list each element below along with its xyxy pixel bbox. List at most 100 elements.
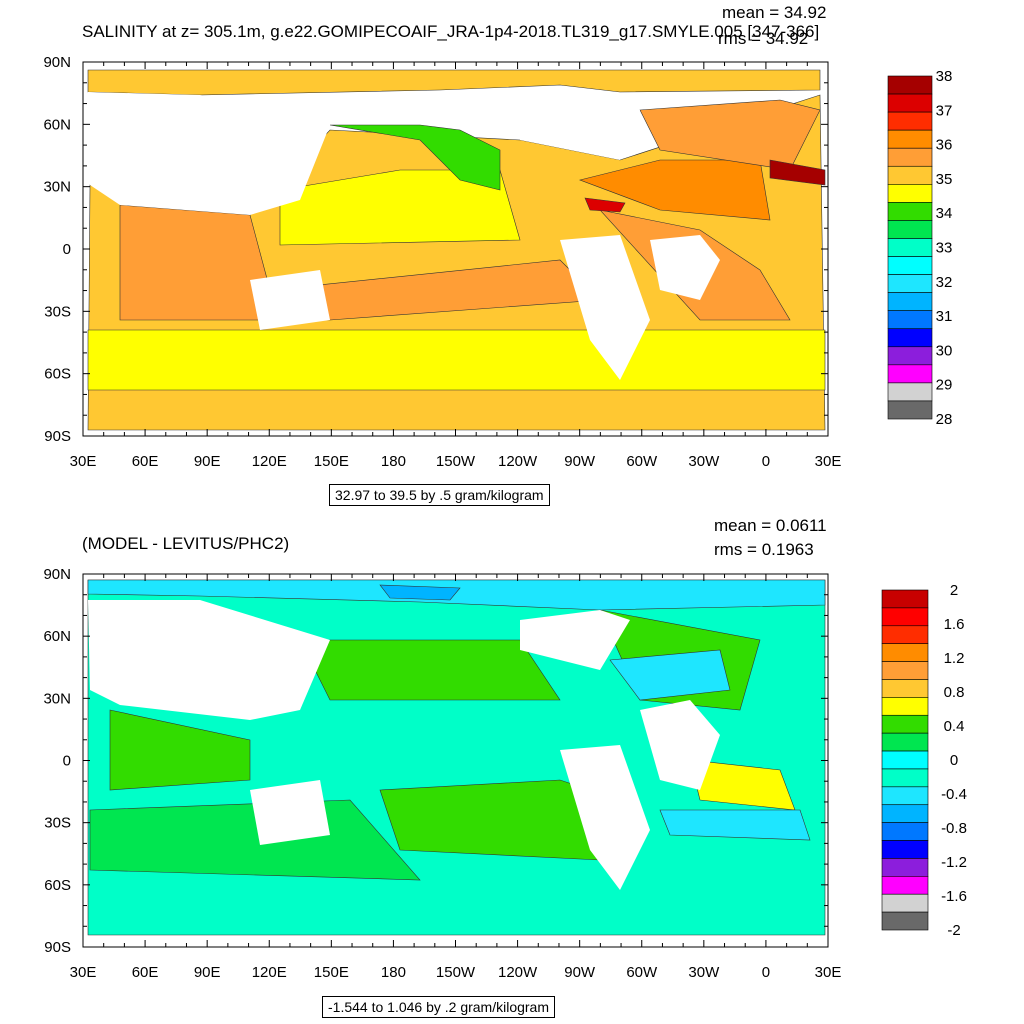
contour-region-9	[639, 99, 821, 171]
x-tick-label: 60W	[626, 453, 658, 470]
panel2-range-label: -1.544 to 1.046 by .2 gram/kilogram	[322, 996, 556, 1018]
colorbar-label: 34	[936, 205, 953, 222]
colorbar-swatch	[881, 822, 929, 841]
colorbar-swatch	[887, 346, 933, 366]
colorbar-label: 37	[936, 102, 953, 119]
colorbar-label: 32	[936, 274, 953, 291]
contour-region-5	[299, 639, 561, 701]
colorbar-label: 0.4	[944, 718, 965, 735]
contour-region-11	[659, 809, 811, 841]
contour-region-9	[609, 649, 731, 701]
colorbar-swatch	[887, 400, 933, 420]
colorbar-swatch	[881, 732, 929, 752]
colorbar-swatch	[881, 858, 929, 877]
colorbar-label: 0.8	[944, 684, 965, 701]
colorbar-label: -0.8	[941, 820, 967, 837]
colorbar-label: 0	[950, 752, 958, 769]
x-tick-label: 120W	[498, 453, 538, 470]
x-tick-label: 90E	[194, 453, 221, 470]
y-tick-label: 60S	[44, 366, 71, 383]
colorbar-swatch	[881, 786, 929, 806]
colorbar-label: 1.6	[944, 616, 965, 633]
x-tick-label: 60E	[132, 964, 159, 981]
y-tick-label: 60S	[44, 877, 71, 894]
x-tick-label: 0	[762, 964, 770, 981]
colorbar: 38 37 36 35 34 33 32 31 30 29 28	[887, 68, 953, 428]
colorbar-label: -2	[947, 922, 960, 939]
colorbar-swatch	[881, 768, 929, 788]
colorbar-label: 2	[950, 582, 958, 599]
panel2-title: (MODEL - LEVITUS/PHC2)	[82, 534, 290, 553]
y-tick-label: 0	[63, 753, 71, 770]
contour-region-11	[584, 197, 626, 213]
salinity-field	[87, 69, 826, 431]
x-tick-label: 150W	[436, 964, 476, 981]
colorbar-swatch	[887, 111, 933, 131]
x-tick-label: 30W	[688, 964, 720, 981]
y-tick-label: 30S	[44, 303, 71, 320]
colorbar-swatch	[887, 165, 933, 185]
contour-region-8	[329, 124, 501, 191]
colorbar-label: -1.6	[941, 888, 967, 905]
colorbar-label: 1.2	[944, 650, 965, 667]
salinity-field	[87, 579, 826, 936]
panel1-mean: mean = 34.92	[722, 3, 827, 22]
x-tick-label: 150W	[436, 453, 476, 470]
colorbar-swatch	[887, 382, 933, 402]
colorbar-label: 29	[936, 377, 953, 394]
land-mask-1	[88, 92, 330, 215]
y-tick-label: 30N	[43, 179, 71, 196]
colorbar-label: -1.2	[941, 854, 967, 871]
contour-region-4	[109, 709, 251, 791]
land-mask-5	[650, 235, 720, 300]
colorbar-swatch	[887, 238, 933, 257]
y-tick-label: 90N	[43, 566, 71, 583]
colorbar-swatch	[881, 876, 929, 895]
x-tick-label: 30E	[70, 453, 97, 470]
x-tick-label: 180	[381, 453, 406, 470]
y-tick-label: 90N	[43, 54, 71, 71]
colorbar-label: 35	[936, 171, 953, 188]
colorbar-swatch	[881, 911, 929, 931]
colorbar-swatch	[881, 607, 929, 627]
y-tick-label: 30S	[44, 815, 71, 832]
panel2-rms: rms = 0.1963	[714, 540, 814, 559]
x-tick-label: 30E	[815, 453, 842, 470]
panel2-mean: mean = 0.0611	[714, 516, 827, 535]
x-tick-label: 120W	[498, 964, 538, 981]
land-mask-2	[250, 780, 330, 845]
colorbar-swatch	[887, 256, 933, 275]
x-tick-label: 180	[381, 964, 406, 981]
colorbar-swatch	[881, 840, 929, 859]
x-tick-label: 120E	[252, 964, 287, 981]
colorbar-swatch	[887, 75, 933, 95]
y-tick-label: 90S	[44, 939, 71, 956]
y-tick-label: 90S	[44, 428, 71, 445]
colorbar-label: 30	[936, 342, 953, 359]
land-mask-5	[640, 700, 720, 790]
x-tick-label: 90E	[194, 964, 221, 981]
contour-region-1	[87, 69, 821, 96]
land-mask-2	[250, 270, 330, 330]
x-tick-label: 120E	[252, 453, 287, 470]
x-tick-label: 30E	[815, 964, 842, 981]
colorbar-swatch	[887, 310, 933, 330]
x-tick-label: 30W	[688, 453, 720, 470]
panel1-range-label: 32.97 to 39.5 by .5 gram/kilogram	[329, 484, 550, 506]
colorbar-label: 33	[936, 240, 953, 257]
y-tick-label: 30N	[43, 690, 71, 707]
x-tick-label: 60W	[626, 964, 658, 981]
colorbar-swatch	[881, 643, 929, 662]
colorbar-swatch	[887, 93, 933, 113]
x-tick-label: 30E	[70, 964, 97, 981]
colorbar-label: 28	[936, 411, 953, 428]
land-mask-3	[520, 100, 640, 160]
colorbar-swatch	[887, 184, 933, 203]
land-mask-4	[560, 235, 650, 380]
contour-region-2	[87, 579, 826, 611]
land-mask-3	[520, 610, 630, 670]
panel1-title: SALINITY at z= 305.1m, g.e22.GOMIPECOAIF…	[82, 22, 820, 41]
colorbar-swatch	[881, 750, 929, 770]
y-tick-label: 60N	[43, 628, 71, 645]
